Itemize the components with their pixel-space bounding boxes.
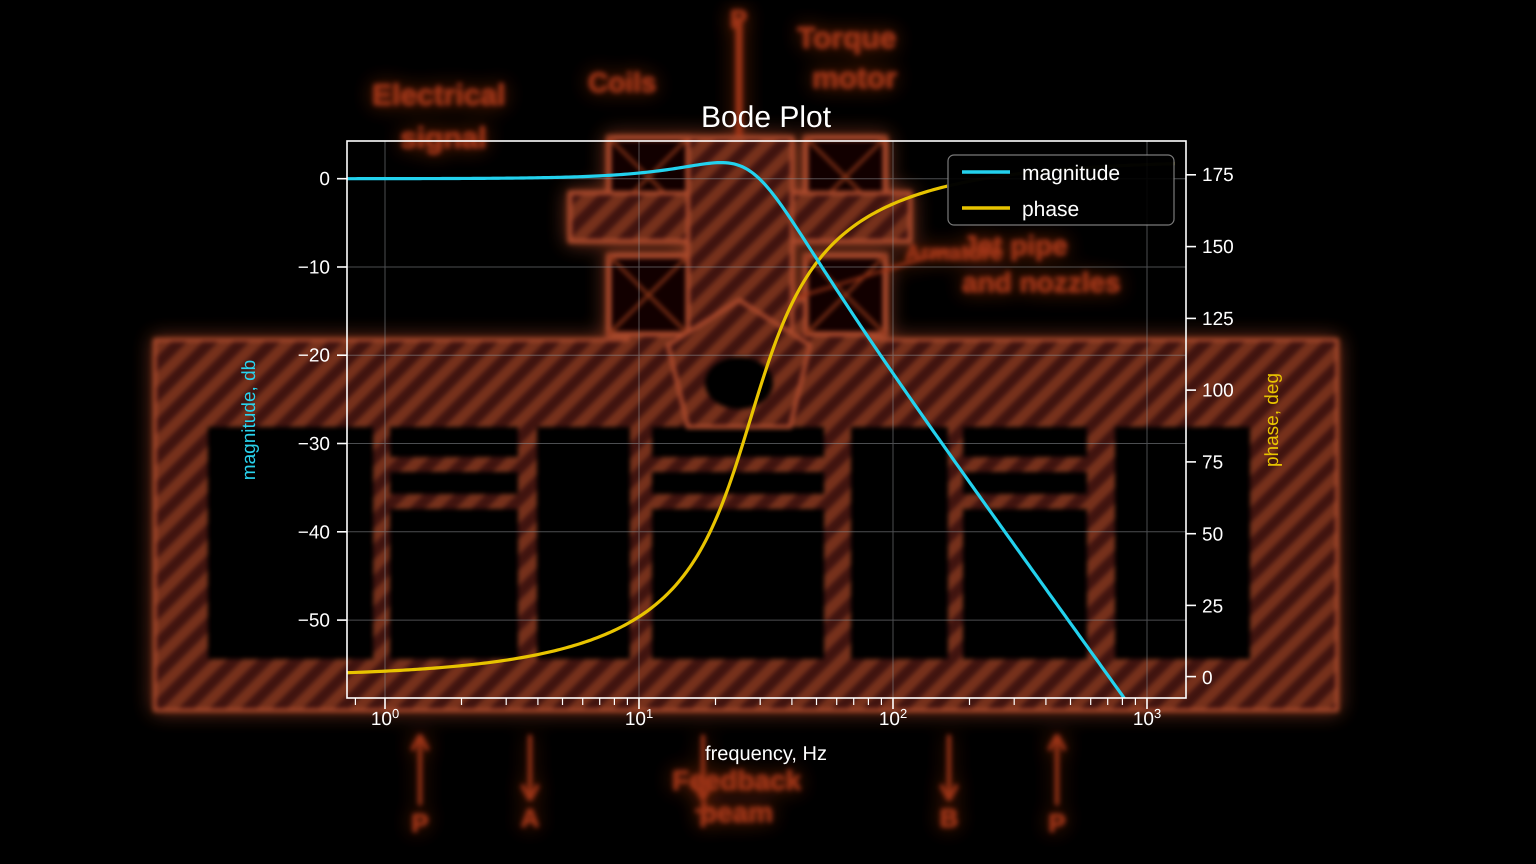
svg-text:phase, deg: phase, deg: [1262, 373, 1283, 467]
svg-text:175: 175: [1202, 165, 1234, 186]
svg-text:102: 102: [879, 706, 907, 731]
svg-text:phase: phase: [1022, 198, 1079, 221]
svg-text:75: 75: [1202, 453, 1223, 474]
svg-text:−10: −10: [298, 258, 330, 279]
svg-text:125: 125: [1202, 309, 1234, 330]
svg-text:frequency, Hz: frequency, Hz: [705, 743, 827, 765]
svg-text:100: 100: [1202, 381, 1234, 402]
svg-text:−50: −50: [298, 611, 330, 632]
svg-text:50: 50: [1202, 525, 1223, 546]
svg-text:103: 103: [1133, 706, 1161, 731]
svg-text:100: 100: [371, 706, 399, 731]
svg-text:Bode Plot: Bode Plot: [701, 101, 832, 134]
svg-text:magnitude: magnitude: [1022, 162, 1120, 185]
svg-text:25: 25: [1202, 597, 1223, 618]
svg-text:magnitude, db: magnitude, db: [239, 360, 260, 480]
svg-text:0: 0: [319, 169, 330, 190]
svg-text:101: 101: [625, 706, 653, 731]
svg-text:−20: −20: [298, 346, 330, 367]
svg-text:−40: −40: [298, 522, 330, 543]
svg-text:0: 0: [1202, 668, 1213, 689]
svg-text:150: 150: [1202, 237, 1234, 258]
svg-text:−30: −30: [298, 434, 330, 455]
